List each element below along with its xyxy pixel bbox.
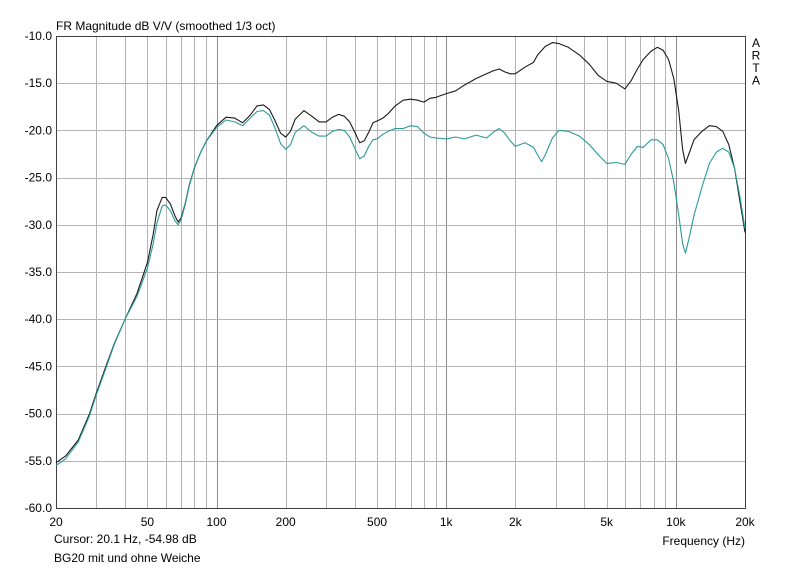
y-tick-label: -30.0 [25,218,53,232]
series-line-2 [55,110,746,466]
x-tick-label: 200 [276,515,296,529]
x-tick-label: 20 [49,515,63,529]
watermark-letter: R [752,49,761,63]
plot-frame [56,36,746,509]
x-tick-label: 1k [440,515,454,529]
watermark-letter: T [752,61,760,75]
watermark-letter: A [752,36,760,50]
x-tick-label: 2k [509,515,523,529]
y-tick-label: -20.0 [25,123,53,137]
x-tick-label: 5k [600,515,614,529]
chart-caption: BG20 mit und ohne Weiche [54,551,201,565]
y-tick-label: -45.0 [25,359,53,373]
y-tick-label: -25.0 [25,171,53,185]
y-tick-label: -60.0 [25,501,53,515]
y-tick-label: -35.0 [25,265,53,279]
x-axis-label: Frequency (Hz) [662,534,745,548]
y-tick-label: -50.0 [25,407,53,421]
cursor-readout: Cursor: 20.1 Hz, -54.98 dB [54,532,197,546]
watermark-letter: A [752,74,760,88]
y-tick-label: -15.0 [25,76,53,90]
x-tick-label: 100 [207,515,227,529]
x-tick-label: 10k [666,515,686,529]
y-tick-label: -40.0 [25,312,53,326]
x-tick-label: 20k [735,515,755,529]
y-tick-label: -10.0 [25,29,53,43]
chart-title: FR Magnitude dB V/V (smoothed 1/3 oct) [56,19,275,33]
series-line-1 [55,42,746,464]
x-tick-label: 500 [367,515,387,529]
y-tick-label: -55.0 [25,454,53,468]
x-tick-label: 50 [141,515,155,529]
